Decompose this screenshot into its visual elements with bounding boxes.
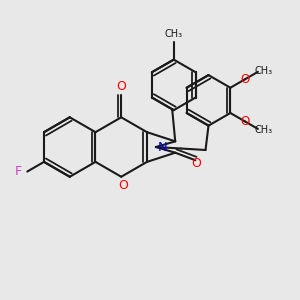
Text: CH₃: CH₃ <box>165 29 183 39</box>
Text: N: N <box>158 140 167 154</box>
Text: O: O <box>116 80 126 93</box>
Text: O: O <box>192 157 202 170</box>
Text: O: O <box>118 178 128 192</box>
Text: O: O <box>240 115 249 128</box>
Text: CH₃: CH₃ <box>254 124 272 135</box>
Text: F: F <box>15 165 22 178</box>
Text: CH₃: CH₃ <box>254 66 272 76</box>
Text: O: O <box>240 73 249 86</box>
